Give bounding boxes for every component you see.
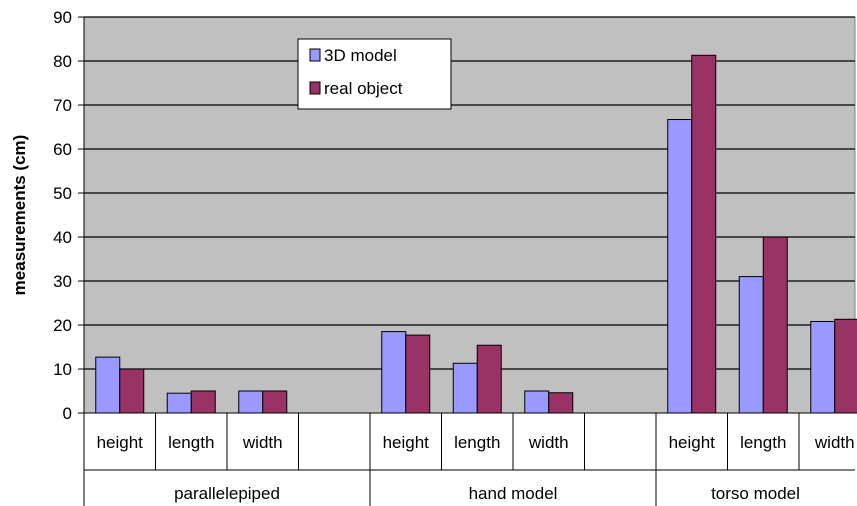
bar-3d-model <box>381 331 407 414</box>
bar-real-object <box>119 368 145 414</box>
bar-real-object <box>691 54 717 414</box>
y-tick-label: 50 <box>53 184 72 203</box>
bar-3d-model <box>810 320 836 414</box>
bar-real-object <box>190 390 216 414</box>
bar-real-object <box>762 236 788 414</box>
category-label: width <box>814 433 855 452</box>
y-axis-title: measurements (cm) <box>10 135 29 296</box>
category-label: height <box>97 433 144 452</box>
category-label: length <box>168 433 214 452</box>
y-tick-label: 30 <box>53 272 72 291</box>
group-label: parallelepiped <box>174 484 280 503</box>
y-tick-label: 90 <box>53 8 72 27</box>
y-tick-label: 60 <box>53 140 72 159</box>
category-label: height <box>669 433 716 452</box>
category-label: width <box>242 433 283 452</box>
plot-area <box>83 16 856 414</box>
y-tick-label: 40 <box>53 228 72 247</box>
gridlines <box>84 16 855 370</box>
group-label: torso model <box>711 484 800 503</box>
y-tick-label: 80 <box>53 52 72 71</box>
y-tick-label: 70 <box>53 96 72 115</box>
legend: 3D model real object <box>297 38 452 110</box>
legend-box <box>297 38 452 110</box>
bar-3d-model <box>166 392 192 414</box>
bar-real-object <box>405 334 431 414</box>
bar-real-object <box>262 390 288 414</box>
category-label: length <box>740 433 786 452</box>
bar-3d-model <box>452 362 478 414</box>
y-tick-label: 0 <box>63 404 72 423</box>
bar-real-object <box>548 392 574 414</box>
bar-real-object <box>476 344 502 414</box>
bar-3d-model <box>738 276 764 414</box>
category-label: width <box>528 433 569 452</box>
y-tick-label: 10 <box>53 360 72 379</box>
group-label: hand model <box>469 484 558 503</box>
legend-swatch-3d-model <box>309 48 321 62</box>
category-label: length <box>454 433 500 452</box>
legend-label-real-object: real object <box>324 79 403 98</box>
bar-3d-model <box>95 356 121 414</box>
category-label: height <box>383 433 430 452</box>
legend-swatch-real-object <box>309 81 321 95</box>
bar-3d-model <box>238 390 264 414</box>
y-axis: 0 10 20 30 40 50 60 70 80 90 <box>53 8 85 423</box>
bar-3d-model <box>524 390 550 414</box>
y-tick-label: 20 <box>53 316 72 335</box>
x-axis: height length width parallelepiped height len… <box>83 412 855 506</box>
bar-real-object <box>834 318 857 414</box>
legend-label-3d-model: 3D model <box>324 46 397 65</box>
bar-3d-model <box>667 119 693 414</box>
